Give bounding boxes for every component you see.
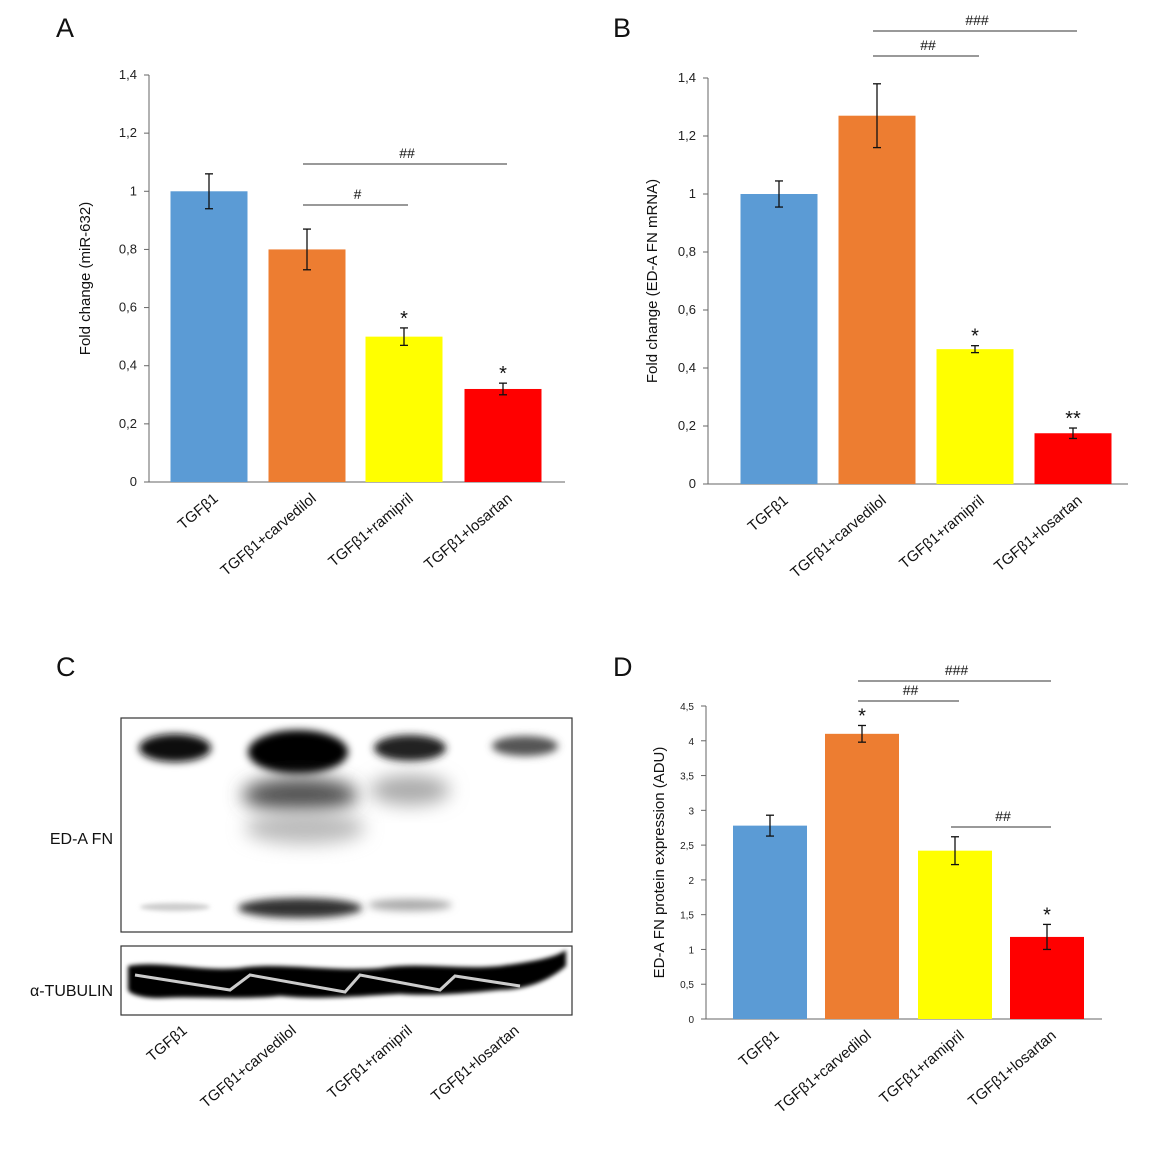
bar <box>365 336 443 482</box>
significance-star: * <box>858 705 866 727</box>
panel-letter-a: A <box>56 13 74 43</box>
x-category-label: TGFβ1+carvedilol <box>217 490 319 580</box>
blot-bands-ed-a-fn <box>139 730 558 918</box>
blot-lane-label: TGFβ1+carvedilol <box>197 1022 299 1112</box>
panel-letter-c: C <box>56 652 76 682</box>
y-axis-label: ED-A FN protein expression (ADU) <box>651 747 668 979</box>
y-tick-label: 1 <box>689 186 696 201</box>
y-tick-label: 0,2 <box>678 418 696 433</box>
significance-label: ## <box>903 682 919 698</box>
y-tick-label: 0 <box>688 1015 694 1026</box>
bar <box>740 194 818 484</box>
blot-lane-label: TGFβ1+ramipril <box>324 1022 415 1102</box>
significance-label: ## <box>920 37 936 53</box>
y-tick-label: 0 <box>689 476 696 491</box>
x-category-label: TGFβ1+carvedilol <box>787 492 889 582</box>
blot-label-ed-a-fn: ED-A FN <box>50 831 113 848</box>
bar <box>1010 936 1084 1019</box>
bar <box>936 349 1014 484</box>
y-tick-label: 1,4 <box>678 70 696 85</box>
panel-letter-d: D <box>613 652 633 682</box>
y-tick-label: 0,5 <box>680 980 694 991</box>
chart-d: 0 0,5 1 1,5 2 2,5 3 3,5 4 4,5 ED-A FN protein expr… <box>651 662 1102 1117</box>
y-tick-label: 1 <box>130 183 137 198</box>
significance-label: ### <box>945 662 969 678</box>
bar <box>918 850 992 1019</box>
y-tick-label: 3,5 <box>680 772 694 783</box>
x-category-label: TGFβ1+losartan <box>991 492 1085 575</box>
x-category-label: TGFβ1+ramipril <box>896 492 987 572</box>
y-tick-label: 1 <box>688 945 694 956</box>
y-tick-label: 2,5 <box>680 841 694 852</box>
y-tick-label: 4 <box>688 737 694 748</box>
y-tick-label: 0,6 <box>119 300 137 315</box>
significance-star: * <box>400 308 408 330</box>
y-tick-label: 0,6 <box>678 302 696 317</box>
y-tick-label: 1,2 <box>678 128 696 143</box>
y-tick-label: 0,2 <box>119 416 137 431</box>
significance-label: ## <box>399 145 415 161</box>
bar <box>268 249 346 482</box>
y-tick-label: 1,2 <box>119 125 137 140</box>
significance-star: ** <box>1065 408 1081 430</box>
y-tick-label: 0,8 <box>678 244 696 259</box>
chart-a: 0 0,2 0,4 0,6 0,8 1 1,2 1,4 Fold change (miR-632… <box>77 67 565 580</box>
y-tick-label: 0 <box>130 474 137 489</box>
bar <box>464 388 542 482</box>
panel-letter-b: B <box>613 13 631 43</box>
y-axis-label: Fold change (miR-632) <box>77 202 94 355</box>
bar <box>1034 433 1112 484</box>
blot-label-tubulin: α-TUBULIN <box>30 983 113 1000</box>
significance-label: ## <box>995 808 1011 824</box>
chart-b: 0 0,2 0,4 0,6 0,8 1 1,2 1,4 Fold change (ED-A FN… <box>644 12 1128 582</box>
x-category-label: TGFβ1+losartan <box>421 490 515 573</box>
significance-label: ### <box>965 12 989 28</box>
bar <box>838 115 916 484</box>
y-tick-label: 0,8 <box>119 241 137 256</box>
western-blot: ED-A FN α-TUBULIN TGFβ1 TGFβ1+carvedilol… <box>30 717 573 1112</box>
x-category-label: TGFβ1 <box>745 492 792 535</box>
bar <box>825 733 899 1019</box>
bar <box>170 191 248 483</box>
y-tick-label: 1,4 <box>119 67 137 82</box>
x-category-label: TGFβ1 <box>736 1027 783 1070</box>
x-category-label: TGFβ1 <box>175 490 222 533</box>
y-tick-label: 3 <box>688 806 694 817</box>
x-category-label: TGFβ1+ramipril <box>325 490 416 570</box>
x-category-label: TGFβ1+losartan <box>965 1027 1059 1110</box>
y-tick-label: 2 <box>688 876 694 887</box>
significance-star: * <box>499 363 507 385</box>
bar <box>733 825 807 1019</box>
y-axis-label: Fold change (ED-A FN mRNA) <box>644 179 661 383</box>
blot-lane-label: TGFβ1 <box>144 1022 191 1065</box>
significance-label: # <box>354 186 362 202</box>
x-category-label: TGFβ1+carvedilol <box>772 1027 874 1117</box>
y-tick-label: 4,5 <box>680 702 694 713</box>
x-category-label: TGFβ1+ramipril <box>876 1027 967 1107</box>
blot-lane-label: TGFβ1+losartan <box>428 1022 522 1105</box>
y-tick-label: 1,5 <box>680 911 694 922</box>
blot-bands-tubulin <box>128 950 566 998</box>
significance-star: * <box>1043 904 1051 926</box>
significance-star: * <box>971 326 979 348</box>
y-tick-label: 0,4 <box>119 358 137 373</box>
y-tick-label: 0,4 <box>678 360 696 375</box>
